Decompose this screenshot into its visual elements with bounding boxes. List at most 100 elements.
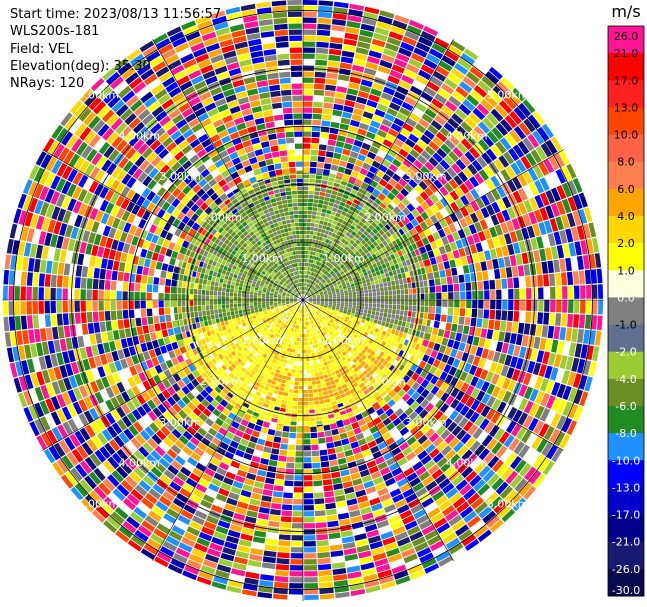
velocity-gate xyxy=(315,522,327,529)
velocity-gate xyxy=(306,353,309,358)
velocity-gate xyxy=(356,300,361,303)
velocity-gate xyxy=(318,224,323,229)
velocity-gate xyxy=(326,235,331,240)
velocity-gate xyxy=(409,227,418,236)
velocity-gate xyxy=(334,286,339,290)
velocity-gate xyxy=(489,248,497,259)
velocity-gate xyxy=(392,197,401,206)
velocity-gate xyxy=(352,253,357,259)
velocity-gate xyxy=(303,5,318,11)
velocity-gate xyxy=(310,290,313,294)
velocity-gate xyxy=(381,54,395,64)
velocity-gate xyxy=(484,290,490,300)
velocity-gate xyxy=(290,377,295,381)
velocity-gate xyxy=(381,159,391,168)
velocity-gate xyxy=(394,223,401,231)
velocity-gate xyxy=(316,211,322,216)
velocity-gate xyxy=(305,250,308,255)
velocity-gate xyxy=(381,263,387,269)
velocity-gate xyxy=(306,226,311,231)
velocity-gate xyxy=(527,114,541,129)
velocity-gate xyxy=(452,130,464,142)
velocity-gate xyxy=(306,266,309,271)
velocity-gate xyxy=(303,290,305,295)
velocity-gate xyxy=(437,88,451,100)
velocity-gate xyxy=(291,369,296,373)
velocity-gate xyxy=(344,240,349,246)
velocity-gate xyxy=(360,79,373,88)
velocity-gate xyxy=(344,32,359,41)
velocity-gate xyxy=(406,222,414,231)
velocity-gate xyxy=(354,282,359,286)
velocity-gate xyxy=(368,296,373,300)
velocity-gate xyxy=(316,285,320,289)
velocity-gate xyxy=(303,393,309,398)
velocity-gate xyxy=(327,60,340,68)
velocity-gate xyxy=(308,246,312,251)
velocity-gate xyxy=(398,148,409,158)
velocity-gate xyxy=(479,219,489,230)
velocity-gate xyxy=(341,281,346,285)
velocity-gate xyxy=(586,300,592,314)
velocity-gate xyxy=(392,173,401,182)
velocity-gate xyxy=(491,188,501,201)
velocity-gate xyxy=(401,197,410,207)
velocity-gate xyxy=(550,300,556,313)
velocity-gate xyxy=(365,61,379,71)
velocity-gate xyxy=(323,281,327,285)
velocity-gate xyxy=(418,230,427,239)
velocity-gate xyxy=(512,242,521,254)
velocity-gate xyxy=(352,300,357,303)
velocity-gate xyxy=(320,285,325,288)
velocity-gate xyxy=(361,245,366,251)
velocity-gate xyxy=(359,256,365,262)
velocity-gate xyxy=(549,218,559,232)
velocity-gate xyxy=(324,260,328,265)
velocity-gate xyxy=(413,233,421,242)
velocity-gate xyxy=(298,389,303,394)
velocity-gate xyxy=(550,136,563,152)
velocity-gate xyxy=(338,285,343,289)
velocity-gate xyxy=(308,284,311,288)
velocity-gate xyxy=(333,298,337,300)
velocity-gate xyxy=(354,178,363,187)
velocity-gate xyxy=(379,283,384,288)
velocity-gate xyxy=(372,247,378,253)
velocity-gate xyxy=(407,311,412,317)
velocity-gate xyxy=(296,361,300,366)
velocity-gate xyxy=(517,173,528,187)
velocity-gate xyxy=(443,122,456,134)
velocity-gate xyxy=(414,185,424,195)
velocity-gate xyxy=(303,107,313,113)
velocity-gate xyxy=(352,242,358,248)
velocity-gate xyxy=(325,213,331,219)
velocity-gate xyxy=(455,159,467,171)
velocity-gate xyxy=(326,257,330,262)
velocity-gate xyxy=(341,197,348,203)
velocity-gate xyxy=(404,183,414,193)
velocity-gate xyxy=(380,291,385,296)
velocity-gate xyxy=(494,224,503,236)
velocity-gate xyxy=(329,215,335,220)
velocity-gate xyxy=(319,191,326,197)
velocity-gate xyxy=(328,177,335,182)
velocity-gate xyxy=(384,154,395,163)
velocity-gate xyxy=(384,304,389,309)
velocity-gate xyxy=(408,300,413,306)
velocity-gate xyxy=(518,202,528,215)
velocity-gate xyxy=(303,445,311,451)
velocity-gate xyxy=(342,111,353,119)
velocity-gate xyxy=(387,203,395,211)
velocity-gate xyxy=(397,250,403,257)
velocity-gate xyxy=(303,337,306,342)
velocity-gate xyxy=(305,282,307,287)
velocity-gate xyxy=(296,365,300,370)
velocity-gate xyxy=(440,197,449,208)
velocity-gate xyxy=(514,300,520,311)
velocity-gate xyxy=(416,139,428,150)
velocity-gate xyxy=(517,215,526,229)
velocity-gate xyxy=(346,88,359,96)
velocity-gate xyxy=(357,236,364,242)
velocity-gate xyxy=(421,113,434,124)
velocity-gate xyxy=(388,309,392,314)
